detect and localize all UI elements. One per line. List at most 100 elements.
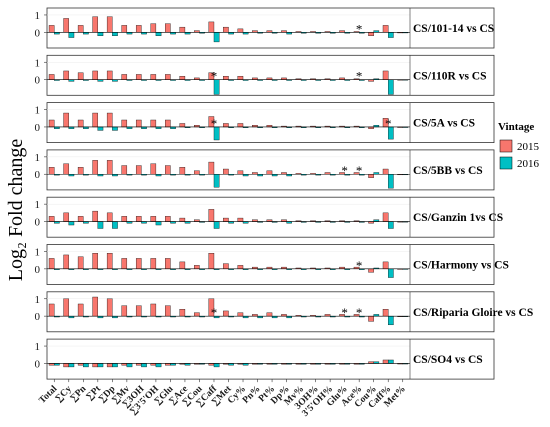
panel-2: 0 1 * * CS/110R vs CS bbox=[35, 54, 495, 96]
bar-2015 bbox=[106, 363, 113, 368]
bar-2015 bbox=[106, 253, 113, 270]
bar-2016 bbox=[155, 32, 162, 37]
legend-label: 2016 bbox=[517, 158, 540, 170]
bar-2015 bbox=[150, 216, 157, 222]
panels: 0 1 * CS/101-14 vs CS 0 1 * * CS/110R vs CS 0 1 * * C… bbox=[35, 7, 533, 380]
bar-2015 bbox=[150, 23, 157, 33]
bar-2015 bbox=[237, 28, 244, 33]
bar-2015 bbox=[106, 16, 113, 33]
bar-2016 bbox=[112, 363, 118, 368]
bar-2015 bbox=[368, 174, 374, 178]
bar-2016 bbox=[112, 126, 118, 131]
bar-2015 bbox=[179, 309, 186, 317]
bar-2015 bbox=[121, 258, 128, 270]
panel-label: CS/5A vs CS bbox=[413, 118, 475, 130]
significance-star: * bbox=[356, 163, 363, 178]
bar-2015 bbox=[266, 312, 273, 317]
bar-2015 bbox=[106, 70, 113, 80]
bar-2015 bbox=[48, 258, 55, 270]
bar-2015 bbox=[208, 253, 215, 270]
bar-2015 bbox=[48, 216, 55, 222]
bar-2015 bbox=[92, 296, 98, 317]
bar-2015 bbox=[208, 209, 215, 222]
bar-2016 bbox=[213, 174, 220, 188]
bar-2015 bbox=[77, 167, 84, 175]
bar-2015 bbox=[121, 165, 128, 175]
y-tick-label: 1 bbox=[35, 105, 41, 117]
bar-2015 bbox=[77, 25, 84, 33]
significance-star: * bbox=[356, 258, 363, 273]
bar-2015 bbox=[382, 70, 389, 80]
bar-2016 bbox=[112, 221, 118, 229]
bar-2015 bbox=[48, 74, 55, 80]
bar-2016 bbox=[155, 221, 162, 226]
bar-2015 bbox=[223, 217, 229, 222]
bar-2015 bbox=[48, 25, 55, 33]
bar-2015 bbox=[92, 160, 98, 175]
bar-2015 bbox=[382, 168, 389, 175]
bar-2015 bbox=[63, 254, 69, 270]
y-tick-label: 0 bbox=[35, 358, 41, 370]
bar-2015 bbox=[63, 298, 69, 317]
panel-label: CS/Harmony vs CS bbox=[413, 260, 509, 272]
bar-2016 bbox=[126, 363, 133, 368]
legend-label: 2015 bbox=[517, 141, 540, 153]
bar-2015 bbox=[223, 310, 229, 317]
bar-2015 bbox=[179, 123, 186, 128]
panel-frame bbox=[46, 338, 495, 380]
bar-2015 bbox=[77, 303, 84, 317]
bar-2015 bbox=[121, 119, 128, 128]
bar-2015 bbox=[165, 258, 171, 270]
bar-2015 bbox=[179, 26, 186, 33]
bar-2016 bbox=[388, 174, 394, 189]
bar-2015 bbox=[266, 170, 273, 175]
y-tick-label: 0 bbox=[35, 75, 41, 87]
bar-2016 bbox=[388, 79, 394, 95]
y-tick-label: 0 bbox=[35, 311, 41, 323]
bar-2016 bbox=[213, 363, 220, 368]
bar-2015 bbox=[106, 160, 113, 175]
bar-2015 bbox=[135, 74, 142, 80]
bar-2016 bbox=[141, 363, 147, 368]
bar-2015 bbox=[63, 112, 69, 128]
bar-2015 bbox=[63, 212, 69, 222]
bar-2015 bbox=[77, 72, 84, 80]
bar-2015 bbox=[63, 363, 69, 368]
bar-2015 bbox=[223, 75, 229, 80]
bar-2015 bbox=[92, 70, 98, 80]
x-axis-labels: Total∑Cy∑Pn∑Pt∑Dp∑Mv∑3OH∑3'5'OH∑Glu∑Ace∑… bbox=[38, 379, 408, 419]
y-tick-label: 1 bbox=[35, 341, 41, 353]
bar-2016 bbox=[68, 32, 75, 38]
y-tick-label: 1 bbox=[35, 57, 41, 69]
significance-star: * bbox=[356, 305, 363, 320]
panel-8: 0 1 CS/SO4 vs CS bbox=[35, 338, 495, 380]
panel-label: CS/101-14 vs CS bbox=[413, 23, 494, 35]
bar-2016 bbox=[97, 126, 104, 131]
legend-title: Vintage bbox=[498, 121, 534, 133]
bar-2016 bbox=[68, 363, 75, 368]
bar-2016 bbox=[97, 363, 104, 368]
bar-2015 bbox=[179, 167, 186, 175]
bar-2015 bbox=[63, 163, 69, 175]
bar-2016 bbox=[97, 221, 104, 229]
y-tick-label: 1 bbox=[35, 10, 41, 22]
bar-2015 bbox=[223, 123, 229, 128]
bar-2016 bbox=[213, 221, 220, 229]
bar-2015 bbox=[382, 261, 389, 270]
bar-2016 bbox=[388, 315, 394, 326]
bar-2016 bbox=[388, 32, 394, 38]
panel-4: 0 1 * * CS/5BB vs CS bbox=[35, 149, 495, 191]
bar-2015 bbox=[92, 210, 98, 222]
bar-2015 bbox=[165, 165, 171, 175]
significance-star: * bbox=[211, 305, 218, 320]
bar-2015 bbox=[368, 32, 374, 37]
bar-2015 bbox=[106, 212, 113, 222]
bar-2015 bbox=[237, 75, 244, 80]
panel-6: 0 1 * CS/Harmony vs CS bbox=[35, 244, 509, 285]
bar-2015 bbox=[165, 74, 171, 80]
bar-2015 bbox=[135, 305, 142, 317]
legend-swatch-2016 bbox=[499, 156, 513, 170]
bar-2015 bbox=[48, 167, 55, 175]
bar-2015 bbox=[382, 359, 389, 364]
